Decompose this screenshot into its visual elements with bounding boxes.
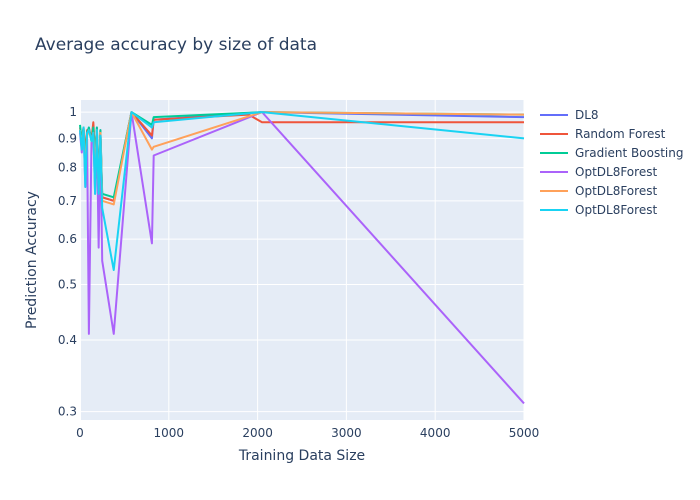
y-tick-label: 0.9 — [58, 131, 77, 145]
legend-item-5: OptDL8Forest — [540, 184, 657, 198]
y-axis-title: Prediction Accuracy — [24, 191, 40, 329]
chart-title: Average accuracy by size of data — [35, 35, 317, 55]
y-tick-label: 0.5 — [58, 278, 77, 292]
legend-item-2: Random Forest — [540, 127, 666, 141]
legend-label: DL8 — [575, 108, 599, 122]
legend-label: OptDL8Forest — [575, 184, 657, 198]
legend-item-3: Gradient Boosting — [540, 146, 683, 160]
y-tick-label: 0.4 — [58, 333, 77, 347]
legend-label: OptDL8Forest — [575, 165, 657, 179]
y-tick-label: 0.3 — [58, 405, 77, 419]
y-tick-label: 0.6 — [58, 232, 77, 246]
x-axis-title: Training Data Size — [238, 448, 365, 464]
legend: DL8 Random Forest Gradient Boosting OptDL8F… — [540, 108, 683, 217]
plot-background — [80, 100, 524, 420]
x-tick-label: 5000 — [509, 426, 540, 440]
x-tick-label: 0 — [76, 426, 84, 440]
legend-item-4: OptDL8Forest — [540, 165, 657, 179]
legend-label: Random Forest — [575, 127, 666, 141]
series-lines — [79, 111, 525, 405]
legend-item-1: DL8 — [540, 108, 599, 122]
y-tick-label: 1 — [69, 105, 77, 119]
y-tick-label: 0.7 — [58, 194, 77, 208]
x-tick-label: 3000 — [331, 426, 362, 440]
legend-item-6: OptDL8Forest — [540, 203, 657, 217]
legend-label: OptDL8Forest — [575, 203, 657, 217]
x-tick-label: 1000 — [154, 426, 185, 440]
y-axis-ticks: 0.3 0.4 0.5 0.6 0.7 0.8 0.9 1 — [58, 105, 77, 418]
x-tick-label: 4000 — [420, 426, 451, 440]
y-tick-label: 0.8 — [58, 161, 77, 175]
legend-label: Gradient Boosting — [575, 146, 683, 160]
series-line-6 — [79, 111, 525, 272]
x-axis-ticks: 0 1000 2000 3000 4000 5000 — [76, 426, 539, 440]
x-tick-label: 2000 — [242, 426, 273, 440]
